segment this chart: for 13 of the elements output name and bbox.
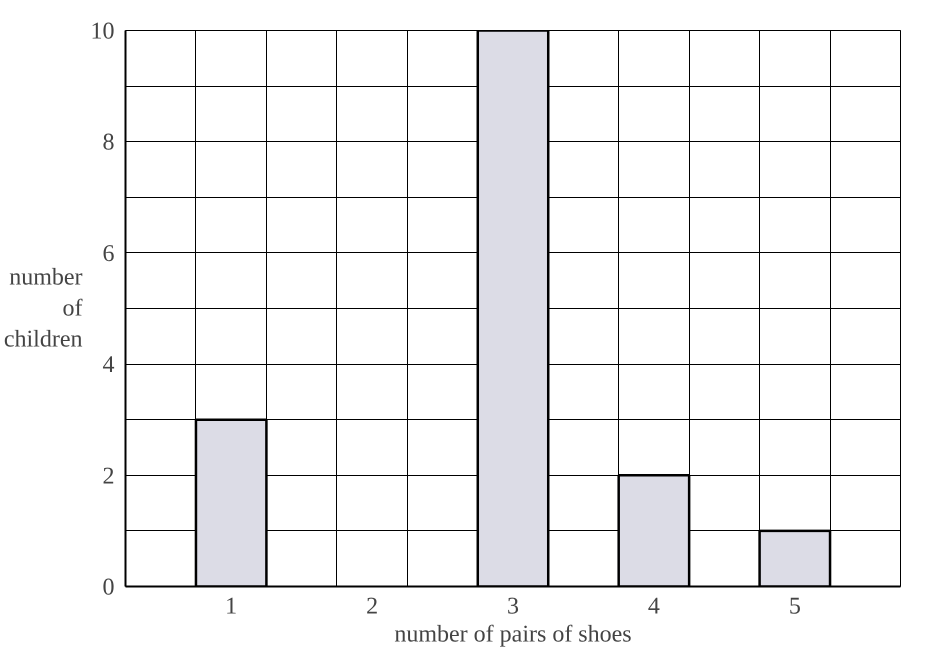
y-tick-label: 2	[102, 463, 114, 490]
y-tick-label: 4	[102, 352, 114, 378]
y-tick-label: 10	[90, 18, 114, 44]
y-tick-label: 8	[102, 130, 114, 156]
x-tick-label: 5	[788, 594, 801, 620]
x-axis-title: number of pairs of shoes	[394, 622, 632, 648]
x-tick-label: 3	[507, 594, 519, 620]
x-tick-label: 4	[648, 594, 660, 620]
y-tick-label: 6	[102, 240, 114, 267]
x-tick-label: 1	[225, 594, 238, 620]
y-axis-title: number of children	[4, 264, 83, 353]
x-tick-label: 2	[366, 594, 378, 620]
y-tick-label: 0	[102, 574, 114, 600]
